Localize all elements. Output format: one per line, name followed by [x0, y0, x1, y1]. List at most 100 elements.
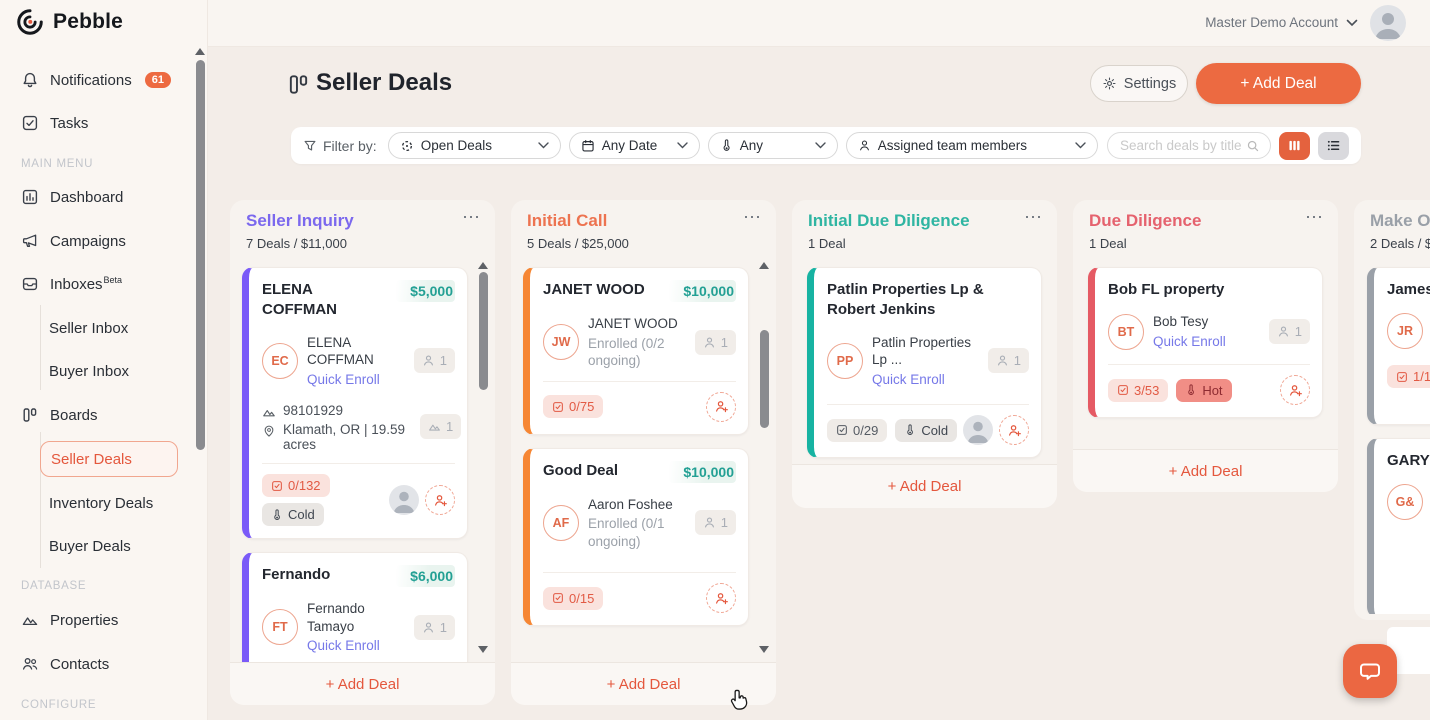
deal-value: $6,000: [396, 565, 455, 588]
deal-card-elena-coffman[interactable]: ELENA COFFMAN $5,000 EC ELENA COFFMAN Qu…: [242, 267, 468, 540]
assign-member-button[interactable]: [706, 391, 736, 422]
sidebar-scroll-up-arrow[interactable]: [195, 48, 205, 55]
assignee-avatar[interactable]: [963, 415, 993, 446]
deal-card-bob-fl-property[interactable]: Bob FL property BT Bob Tesy Quick Enroll…: [1088, 267, 1323, 419]
column-summary: 5 Deals / $25,000: [527, 236, 629, 251]
column-header: Due Diligence ⋯ 1 Deal: [1073, 200, 1338, 251]
contact-count-badge: 1: [987, 348, 1029, 374]
deal-card-patlin-properties[interactable]: Patlin Properties Lp & Robert Jenkins PP…: [807, 267, 1042, 459]
card-divider: [262, 463, 455, 465]
column-scroll-down-arrow[interactable]: [478, 646, 488, 653]
contact-name: Fernando Tamayo: [307, 601, 365, 634]
contact-avatar[interactable]: AF: [543, 504, 579, 541]
sidebar-item-tasks[interactable]: Tasks: [0, 106, 207, 140]
deal-value: $10,000: [669, 460, 736, 483]
quick-enroll-link[interactable]: Quick Enroll: [307, 371, 380, 387]
sidebar-item-label: Boards: [50, 406, 98, 424]
quick-enroll-link[interactable]: Quick Enroll: [872, 371, 945, 387]
search-deals-field[interactable]: [1107, 132, 1271, 159]
sidebar-item-buyer-inbox[interactable]: Buyer Inbox: [0, 354, 207, 388]
column-add-deal-button[interactable]: + Add Deal: [511, 662, 776, 705]
contact-avatar[interactable]: PP: [827, 342, 863, 379]
sidebar-item-label: Campaigns: [50, 232, 126, 250]
sidebar-item-inventory-deals[interactable]: Inventory Deals: [0, 486, 207, 520]
deal-card-gary[interactable]: GARY G&: [1367, 438, 1430, 614]
person-icon: [422, 354, 435, 367]
settings-button[interactable]: Settings: [1090, 65, 1188, 102]
card-badges-row: 0/132 Cold: [262, 474, 455, 527]
sidebar-item-buyer-deals[interactable]: Buyer Deals: [0, 529, 207, 563]
quick-enroll-link[interactable]: Quick Enroll: [1153, 333, 1226, 349]
chat-launcher-button[interactable]: [1343, 644, 1397, 698]
column-header: Make Of 2 Deals / $1: [1354, 200, 1430, 251]
deal-value: $5,000: [396, 280, 455, 302]
column-add-deal-button[interactable]: + Add Deal: [230, 662, 495, 705]
column-scroll-up-arrow[interactable]: [759, 262, 769, 269]
team-members-filter[interactable]: Assigned team members: [845, 132, 1098, 159]
contact-avatar[interactable]: FT: [262, 609, 298, 646]
contact-count-badge: 1: [413, 348, 455, 374]
column-menu-button[interactable]: ⋯: [1305, 207, 1324, 227]
column-menu-button[interactable]: ⋯: [1024, 207, 1043, 227]
sidebar-item-properties[interactable]: Properties: [0, 603, 207, 637]
sidebar-item-label: Seller Deals: [51, 450, 132, 468]
sidebar-item-dashboard[interactable]: Dashboard: [0, 180, 207, 214]
list-view-toggle[interactable]: [1318, 131, 1349, 160]
sidebar-item-seller-inbox[interactable]: Seller Inbox: [0, 311, 207, 345]
assign-member-button[interactable]: [1280, 375, 1310, 406]
sidebar-heading-database: DATABASE: [21, 580, 87, 592]
deal-title: Fernando: [262, 566, 331, 584]
column-card-list: ELENA COFFMAN $5,000 EC ELENA COFFMAN Qu…: [230, 258, 495, 663]
column-scroll-down-arrow[interactable]: [759, 646, 769, 653]
quick-enroll-link[interactable]: Quick Enroll: [307, 638, 380, 654]
assign-member-button[interactable]: [425, 485, 455, 516]
deal-status-filter[interactable]: Open Deals: [387, 132, 561, 159]
megaphone-icon: [21, 232, 39, 250]
column-add-deal-button[interactable]: + Add Deal: [1073, 449, 1338, 492]
column-menu-button[interactable]: ⋯: [462, 207, 481, 227]
chevron-down-icon[interactable]: [1346, 19, 1358, 27]
sidebar-item-campaigns[interactable]: Campaigns: [0, 224, 207, 258]
column-add-deal-button[interactable]: + Add Deal: [792, 464, 1057, 508]
card-badges-row: 1/1: [1387, 365, 1430, 389]
deal-card-janet-wood[interactable]: JANET WOOD $10,000 JW JANET WOOD Enrolle…: [523, 267, 749, 435]
card-divider: [543, 380, 736, 382]
contact-avatar[interactable]: JW: [543, 324, 579, 361]
sidebar-item-label: Tasks: [50, 114, 89, 132]
sidebar-item-contacts[interactable]: Contacts: [0, 647, 207, 681]
kanban-column-make-offer: Make Of 2 Deals / $1 James JR 1/1 GARY G…: [1354, 200, 1430, 620]
account-avatar[interactable]: [1370, 5, 1406, 41]
contact-avatar[interactable]: G&: [1387, 484, 1423, 521]
date-filter[interactable]: Any Date: [568, 132, 700, 159]
column-title: Due Diligence: [1089, 211, 1202, 230]
contact-name: Bob Tesy: [1153, 314, 1209, 330]
temperature-filter[interactable]: Any: [707, 132, 838, 159]
column-scroll-up-arrow[interactable]: [478, 262, 488, 269]
add-deal-button[interactable]: + Add Deal: [1196, 63, 1361, 104]
deal-card-james[interactable]: James JR 1/1: [1367, 267, 1430, 425]
sidebar-scrollbar-thumb[interactable]: [196, 60, 205, 450]
contact-avatar[interactable]: JR: [1387, 313, 1423, 350]
kanban-view-toggle[interactable]: [1279, 131, 1310, 160]
column-scrollbar-thumb[interactable]: [479, 272, 488, 390]
sidebar-item-seller-deals-selected[interactable]: Seller Deals: [40, 441, 178, 477]
account-menu[interactable]: Master Demo Account: [1205, 15, 1338, 30]
contact-avatar[interactable]: BT: [1108, 313, 1144, 350]
assign-member-button[interactable]: [706, 583, 736, 614]
sidebar-item-boards[interactable]: Boards: [0, 398, 207, 432]
assign-member-button[interactable]: [999, 415, 1029, 446]
column-menu-button[interactable]: ⋯: [743, 207, 762, 227]
assignee-avatar[interactable]: [389, 485, 419, 516]
search-input[interactable]: [1118, 137, 1246, 154]
column-scrollbar-thumb[interactable]: [760, 330, 769, 428]
sidebar-item-label: Buyer Inbox: [49, 362, 130, 380]
chevron-down-icon: [537, 142, 549, 149]
deal-title: Patlin Properties Lp & Robert Jenkins: [827, 281, 984, 319]
contact-avatar[interactable]: EC: [262, 342, 298, 379]
deal-card-fernando[interactable]: Fernando $6,000 FT Fernando Tamayo Quick…: [242, 552, 468, 663]
check-square-icon: [271, 480, 283, 492]
deal-card-good-deal[interactable]: Good Deal $10,000 AF Aaron Foshee Enroll…: [523, 447, 749, 627]
page-title: Seller Deals: [316, 69, 453, 96]
sidebar-item-inboxes[interactable]: InboxesBeta: [0, 267, 207, 301]
sidebar-item-notifications[interactable]: Notifications 61: [0, 63, 207, 97]
